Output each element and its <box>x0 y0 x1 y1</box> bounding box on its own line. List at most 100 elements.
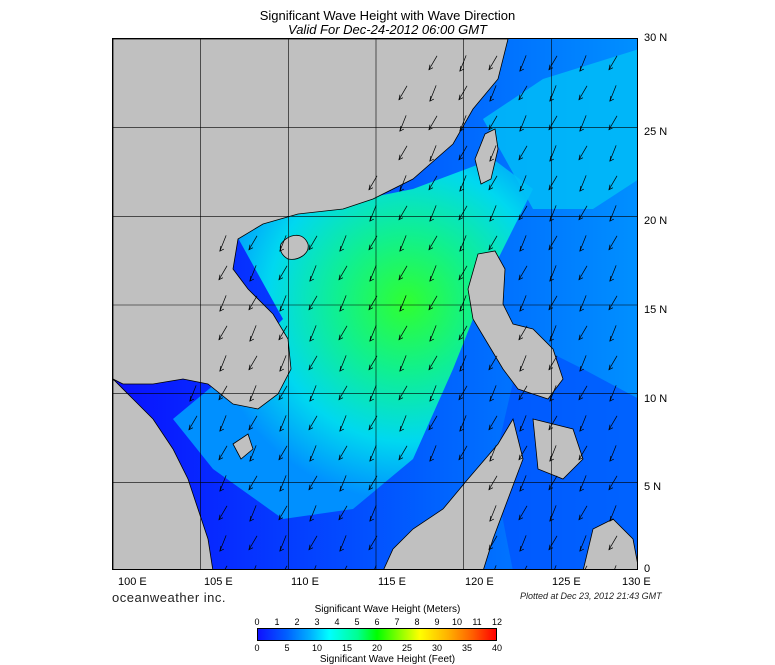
wave-direction-arrow-icon <box>578 385 588 401</box>
wave-direction-arrow-icon <box>459 295 467 312</box>
wave-direction-arrow-icon <box>548 235 558 251</box>
land-borneo <box>383 417 524 569</box>
wave-direction-arrow-icon <box>249 385 257 402</box>
wave-direction-arrow-icon <box>429 325 437 342</box>
wave-direction-arrow-icon <box>429 85 437 102</box>
wave-direction-arrow-icon <box>219 235 227 252</box>
wave-direction-arrow-icon <box>518 325 528 341</box>
colorbar-feet-tick: 10 <box>311 643 323 653</box>
wave-direction-arrow-icon <box>369 325 377 342</box>
wave-direction-arrow-icon <box>309 385 317 402</box>
wave-direction-arrow-icon <box>579 355 587 372</box>
wave-direction-arrow-icon <box>248 235 258 251</box>
wave-direction-arrow-icon <box>339 295 347 312</box>
wave-direction-arrow-icon <box>249 445 257 462</box>
wave-direction-arrow-icon <box>218 325 228 341</box>
colorbar-meters-title: Significant Wave Height (Meters) <box>314 604 461 615</box>
wave-direction-arrow-icon <box>219 415 227 432</box>
lat-label: 20 N <box>644 215 668 227</box>
wave-direction-arrow-icon <box>399 115 407 132</box>
land-mekong-delta <box>232 433 254 460</box>
wave-direction-arrow-icon <box>369 265 377 282</box>
wave-direction-arrow-icon <box>489 205 497 222</box>
wave-direction-arrow-icon <box>519 535 527 552</box>
wave-direction-arrow-icon <box>549 385 557 402</box>
wave-direction-arrow-icon <box>614 565 617 569</box>
wave-direction-arrow-icon <box>224 565 228 569</box>
lat-label: 10 N <box>644 393 668 405</box>
wave-direction-arrow-icon <box>489 445 497 462</box>
wave-direction-arrow-icon <box>429 205 437 222</box>
wave-direction-arrow-icon <box>548 115 558 131</box>
wave-direction-arrow-icon <box>459 235 467 252</box>
wave-direction-arrow-icon <box>399 235 407 252</box>
wave-direction-arrow-icon <box>458 205 468 221</box>
colorbar-meters-tick: 6 <box>374 617 380 627</box>
colorbar-meters-tick: 0 <box>254 617 260 627</box>
wave-direction-arrow-icon <box>278 325 288 341</box>
wave-direction-arrow-icon <box>308 235 318 251</box>
land-philippines <box>467 250 564 400</box>
wave-direction-arrow-icon <box>578 85 588 101</box>
wave-direction-arrow-icon <box>519 175 527 192</box>
wave-direction-arrow-icon <box>494 565 497 569</box>
wave-direction-arrow-icon <box>428 55 438 71</box>
wave-direction-arrow-icon <box>399 415 407 432</box>
wave-direction-arrow-icon <box>308 535 318 551</box>
wave-direction-arrow-icon <box>284 565 288 569</box>
lat-label: 5 N <box>644 481 662 493</box>
wave-direction-arrow-icon <box>279 535 287 552</box>
wave-direction-arrow-icon <box>248 475 258 491</box>
wave-direction-arrow-icon <box>608 355 618 371</box>
wave-direction-arrow-icon <box>278 505 288 521</box>
wave-direction-arrow-icon <box>549 85 557 102</box>
wave-direction-arrow-icon <box>309 325 317 342</box>
wave-direction-arrow-icon <box>308 295 318 311</box>
wave-direction-arrow-icon <box>368 235 378 251</box>
wave-direction-arrow-icon <box>518 505 528 521</box>
wave-direction-arrow-icon <box>254 565 257 569</box>
wave-direction-arrow-icon <box>518 385 528 401</box>
wave-direction-arrow-icon <box>488 415 498 431</box>
wave-direction-arrow-icon <box>428 415 438 431</box>
colorbar-meters-tick: 10 <box>451 617 463 627</box>
wave-direction-arrow-icon <box>368 175 378 191</box>
colorbar-feet-title: Significant Wave Height (Feet) <box>319 654 456 665</box>
wave-direction-arrow-icon <box>428 355 438 371</box>
wave-direction-arrow-icon <box>278 385 288 401</box>
wave-direction-arrow-icon <box>608 535 618 551</box>
wave-direction-arrow-icon <box>609 445 617 462</box>
valid-time-subtitle: Valid For Dec-24-2012 06:00 GMT <box>288 22 487 37</box>
wave-direction-arrow-icon <box>398 445 408 461</box>
wave-direction-arrow-icon <box>398 385 408 401</box>
wave-direction-arrow-icon <box>578 325 588 341</box>
wave-direction-arrow-icon <box>518 85 528 101</box>
colorbar-feet-tick: 30 <box>431 643 443 653</box>
lon-label: 105 E <box>204 576 233 588</box>
wave-direction-arrow-icon <box>579 235 587 252</box>
lat-label: 15 N <box>644 304 668 316</box>
lat-label: 0 <box>644 563 651 575</box>
wave-direction-arrow-icon <box>309 265 317 282</box>
wave-direction-arrow-icon <box>399 175 407 192</box>
lon-label: 100 E <box>118 576 147 588</box>
wave-direction-arrow-icon <box>608 475 618 491</box>
wave-direction-arrow-icon <box>524 565 528 569</box>
wave-direction-arrow-icon <box>549 205 557 222</box>
wave-direction-arrow-icon <box>519 295 527 312</box>
wave-direction-arrow-icon <box>398 145 408 161</box>
land-malay-peninsula <box>113 378 214 569</box>
wave-direction-arrow-icon <box>188 415 198 431</box>
colorbar-meters-tick: 1 <box>274 617 280 627</box>
wave-direction-arrows <box>188 55 618 569</box>
wave-direction-arrow-icon <box>549 145 557 162</box>
colorbar-feet-tick: 0 <box>254 643 260 653</box>
wave-direction-arrow-icon <box>459 55 467 72</box>
wave-direction-arrow-icon <box>459 115 467 132</box>
wave-direction-arrow-icon <box>554 565 557 569</box>
wave-direction-arrow-icon <box>518 205 528 221</box>
wave-direction-arrow-icon <box>369 445 377 462</box>
wave-direction-arrow-icon <box>488 55 498 71</box>
wave-direction-arrow-icon <box>459 415 467 432</box>
wave-direction-arrow-icon <box>429 385 437 402</box>
